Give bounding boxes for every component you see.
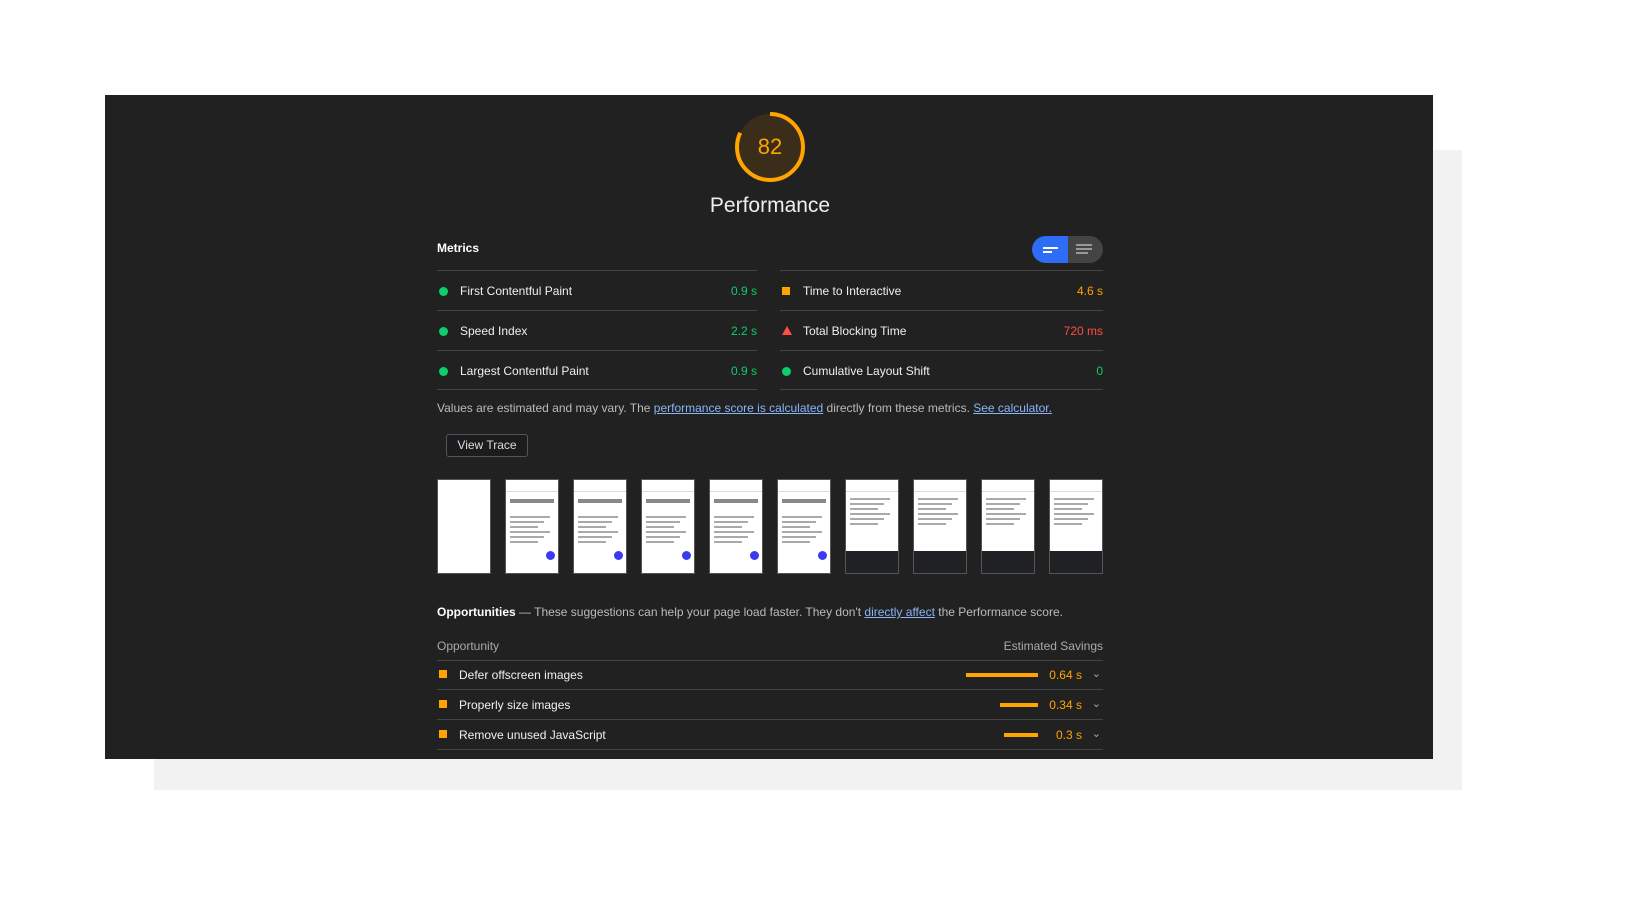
opportunity-row[interactable]: Remove unused JavaScript 0.3 s ⌄ [437, 720, 1103, 750]
savings-bar [966, 673, 1038, 677]
metric-row: Speed Index 2.2 s [437, 310, 757, 350]
opportunity-row[interactable]: Defer offscreen images 0.64 s ⌄ [437, 660, 1103, 690]
opportunities-table-header: Opportunity Estimated Savings [437, 639, 1103, 661]
note-text: directly from these metrics. [823, 401, 974, 415]
metric-label: Cumulative Layout Shift [803, 364, 930, 378]
chevron-down-icon[interactable]: ⌄ [1091, 668, 1101, 680]
metrics-heading: Metrics [437, 241, 480, 255]
metric-value: 0.9 s [730, 284, 757, 298]
score-value: 82 [757, 134, 783, 159]
average-status-icon [439, 730, 447, 738]
filmstrip-frame [709, 479, 763, 574]
note-text: Values are estimated and may vary. The [437, 401, 654, 415]
metric-row: Cumulative Layout Shift 0 [780, 350, 1103, 390]
chevron-down-icon[interactable]: ⌄ [1091, 698, 1101, 710]
metric-row: First Contentful Paint 0.9 s [437, 270, 757, 310]
pass-status-icon [439, 287, 448, 296]
fail-status-icon [782, 326, 792, 335]
average-status-icon [439, 700, 447, 708]
score-gauge: 82 [733, 110, 807, 184]
score-calculated-link[interactable]: performance score is calculated [653, 401, 824, 415]
view-trace-button[interactable]: View Trace [446, 434, 528, 457]
opportunity-label: Remove unused JavaScript [459, 728, 606, 742]
metric-value: 0 [1096, 364, 1103, 378]
savings-bar [1004, 733, 1038, 737]
filmstrip-frame [777, 479, 831, 574]
average-status-icon [782, 287, 790, 295]
opportunity-label: Defer offscreen images [459, 668, 583, 682]
opportunity-label: Properly size images [459, 698, 571, 712]
opportunity-row[interactable]: Properly size images 0.34 s ⌄ [437, 690, 1103, 720]
savings-value: 0.34 s [1049, 698, 1082, 712]
savings-value: 0.64 s [1049, 668, 1082, 682]
pass-status-icon [782, 367, 791, 376]
see-calculator-link[interactable]: See calculator. [973, 401, 1052, 415]
metric-label: Total Blocking Time [803, 324, 907, 338]
metric-value: 2.2 s [730, 324, 757, 338]
metrics-note: Values are estimated and may vary. The p… [437, 401, 1103, 415]
col-opportunity: Opportunity [437, 639, 500, 653]
pass-status-icon [439, 367, 448, 376]
opportunities-desc: the Performance score. [934, 605, 1063, 619]
metric-row: Total Blocking Time 720 ms [780, 310, 1103, 350]
chevron-down-icon[interactable]: ⌄ [1091, 728, 1101, 740]
filmstrip-frame [437, 479, 491, 574]
filmstrip-frame [913, 479, 967, 574]
metric-label: Time to Interactive [803, 284, 902, 298]
metric-row: Largest Contentful Paint 0.9 s [437, 350, 757, 390]
gauge-ring-icon [735, 112, 805, 182]
pass-status-icon [439, 327, 448, 336]
opportunities-header: Opportunities — These suggestions can he… [437, 605, 1103, 619]
metrics-view-toggle[interactable] [1032, 236, 1103, 263]
average-status-icon [439, 670, 447, 678]
metric-label: Largest Contentful Paint [460, 364, 589, 378]
opportunities-heading: Opportunities [437, 605, 516, 619]
metric-value: 0.9 s [730, 364, 757, 378]
filmstrip [437, 479, 1103, 575]
toggle-expanded-view[interactable] [1068, 236, 1103, 263]
lighthouse-report-panel: 82 Performance Metrics First Contentful … [105, 95, 1433, 759]
metric-value: 4.6 s [1076, 284, 1103, 298]
metric-value: 720 ms [1063, 324, 1103, 338]
filmstrip-frame [505, 479, 559, 574]
savings-value: 0.3 s [1055, 728, 1082, 742]
toggle-summary-view[interactable] [1032, 236, 1068, 263]
metric-row: Time to Interactive 4.6 s [780, 270, 1103, 310]
metric-label: First Contentful Paint [460, 284, 573, 298]
directly-affect-link[interactable]: directly affect [864, 605, 935, 619]
metric-label: Speed Index [460, 324, 528, 338]
savings-bar [999, 703, 1038, 707]
category-title: Performance [709, 194, 831, 217]
opportunities-desc: — These suggestions can help your page l… [515, 605, 865, 619]
filmstrip-frame [845, 479, 899, 574]
filmstrip-frame [1049, 479, 1103, 574]
filmstrip-frame [981, 479, 1035, 574]
filmstrip-frame [573, 479, 627, 574]
col-estimated-savings: Estimated Savings [1003, 639, 1103, 653]
filmstrip-frame [641, 479, 695, 574]
